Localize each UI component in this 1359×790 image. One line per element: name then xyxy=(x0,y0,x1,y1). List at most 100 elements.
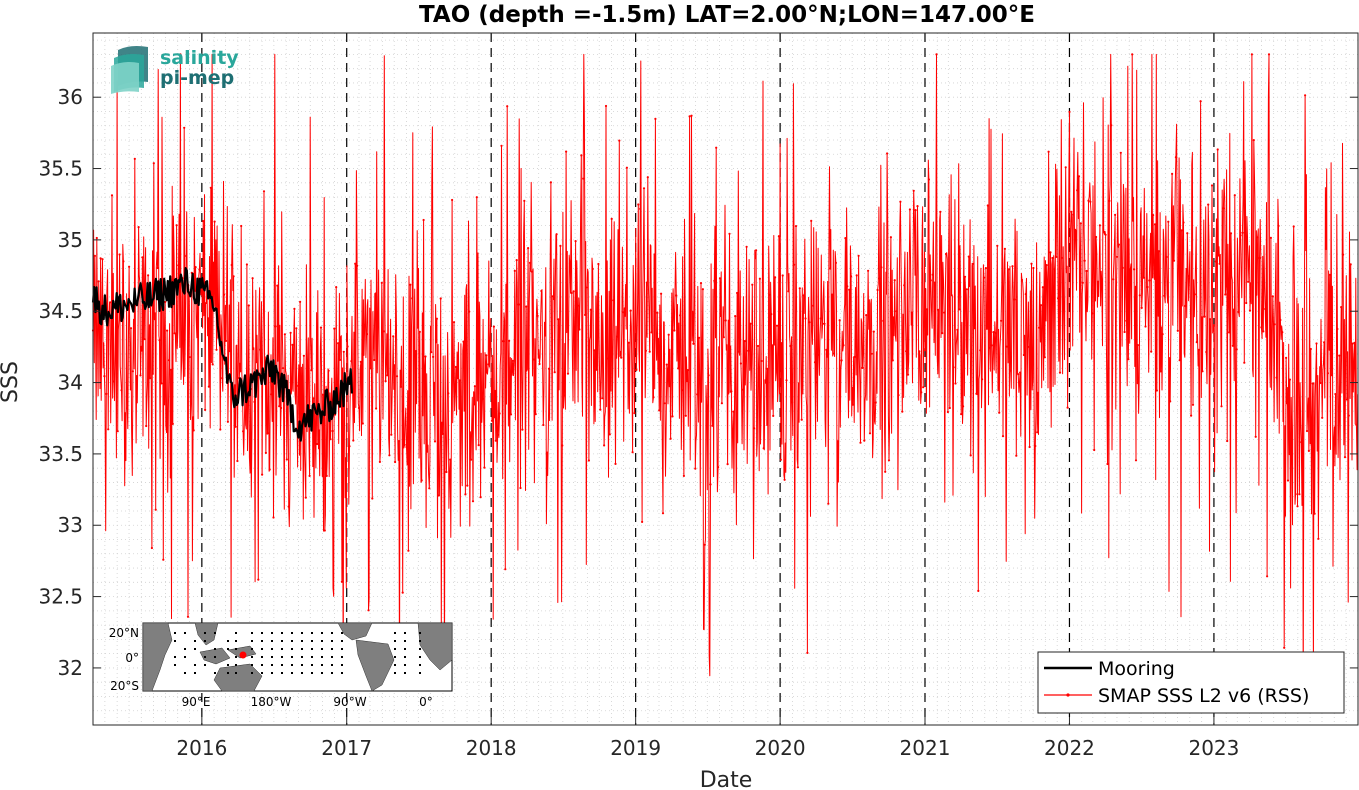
smap-data-point xyxy=(1319,381,1322,385)
smap-data-point xyxy=(1288,378,1291,381)
smap-data-point xyxy=(1001,435,1005,438)
smap-data-point xyxy=(1098,224,1101,227)
smap-data-point xyxy=(456,377,459,380)
smap-data-point xyxy=(350,360,353,363)
smap-data-point xyxy=(1053,268,1056,271)
smap-data-point xyxy=(1264,307,1267,311)
smap-data-point xyxy=(1085,269,1088,273)
smap-data-point xyxy=(578,328,581,331)
smap-data-point xyxy=(724,319,727,322)
y-axis-label: SSS xyxy=(0,361,23,403)
inset-lon-label-180w: 180°W xyxy=(251,695,292,709)
inset-map-land xyxy=(142,622,453,692)
smap-data-point xyxy=(1209,318,1212,321)
smap-data-point xyxy=(207,385,210,388)
smap-data-point xyxy=(551,295,554,298)
smap-data-point xyxy=(760,359,763,363)
smap-data-point xyxy=(1062,300,1065,304)
inset-mooring-dot xyxy=(419,632,421,634)
smap-data-point xyxy=(1258,256,1261,260)
smap-data-point xyxy=(1112,278,1115,281)
smap-data-point xyxy=(863,439,866,442)
smap-data-point xyxy=(910,311,913,314)
smap-data-point xyxy=(644,349,648,352)
smap-data-point xyxy=(177,264,180,267)
smap-data-point xyxy=(120,389,123,392)
smap-data-point xyxy=(519,486,522,490)
smap-data-point xyxy=(1311,382,1314,385)
smap-data-point xyxy=(1129,268,1132,271)
inset-mooring-dot xyxy=(341,632,343,634)
axis-ticks: 32 32.5 33 33.5 34 34.5 35 35.5 36 2016 2017 2018 20… xyxy=(38,85,1358,760)
smap-data-point xyxy=(568,262,572,265)
smap-data-point xyxy=(198,268,201,271)
smap-data-point xyxy=(257,578,260,581)
smap-data-point xyxy=(684,414,687,417)
smap-data-point xyxy=(905,350,908,353)
smap-data-point xyxy=(851,403,855,406)
smap-data-point xyxy=(988,346,991,349)
inset-mooring-dot xyxy=(404,632,406,634)
x-tick-label: 2022 xyxy=(1044,736,1095,760)
inset-mooring-dot xyxy=(331,648,333,650)
smap-data-point xyxy=(755,249,758,252)
smap-data-point xyxy=(1142,276,1145,279)
smap-data-point xyxy=(1017,373,1020,376)
inset-mooring-dot xyxy=(235,672,237,674)
smap-data-point xyxy=(948,406,951,410)
smap-data-point xyxy=(1081,281,1084,284)
smap-data-point xyxy=(965,288,969,291)
inset-mooring-dot xyxy=(227,648,229,650)
smap-data-point xyxy=(253,400,256,403)
smap-data-point xyxy=(414,350,418,353)
smap-data-point xyxy=(699,282,703,285)
smap-data-point xyxy=(276,284,279,287)
smap-data-point xyxy=(1267,53,1271,56)
smap-data-point xyxy=(509,413,513,416)
smap-data-point xyxy=(1131,53,1134,56)
smap-data-point xyxy=(401,591,404,594)
smap-data-point xyxy=(777,235,781,238)
inset-mooring-dot xyxy=(404,640,406,642)
inset-mooring-dot xyxy=(331,632,333,634)
inset-mooring-dot xyxy=(301,672,303,674)
smap-data-point xyxy=(958,308,961,311)
series-mooring-line xyxy=(91,267,353,442)
smap-data-point xyxy=(365,333,368,336)
y-tick-label: 33 xyxy=(58,513,83,537)
smap-data-point xyxy=(726,463,729,466)
smap-data-point xyxy=(1201,370,1204,373)
smap-data-point xyxy=(451,198,454,202)
smap-data-point xyxy=(941,332,944,335)
smap-data-point xyxy=(882,319,885,322)
smap-data-point xyxy=(623,314,627,317)
smap-data-point xyxy=(471,500,475,503)
smap-data-point xyxy=(747,349,750,352)
inset-mooring-dot xyxy=(341,640,343,642)
smap-data-point xyxy=(1326,372,1329,375)
smap-data-point xyxy=(413,328,416,332)
smap-data-point xyxy=(530,270,534,273)
smap-data-point xyxy=(944,252,948,256)
inset-mooring-dot xyxy=(281,632,283,634)
smap-data-point xyxy=(612,299,615,302)
smap-data-point xyxy=(604,104,608,108)
inset-mooring-dot xyxy=(419,664,421,666)
y-tick-label: 35 xyxy=(58,228,83,252)
inset-mooring-dot xyxy=(331,656,333,658)
smap-data-point xyxy=(432,355,435,358)
smap-data-point xyxy=(1226,439,1229,443)
smap-data-point xyxy=(770,313,773,316)
inset-mooring-dot xyxy=(394,656,396,658)
smap-data-point xyxy=(728,232,731,235)
smap-data-point xyxy=(255,361,258,364)
smap-data-point xyxy=(327,369,330,372)
inset-mooring-dot xyxy=(271,632,273,634)
smap-data-point xyxy=(614,462,617,465)
smap-data-point xyxy=(487,363,490,366)
smap-data-point xyxy=(682,474,686,477)
smap-data-point xyxy=(553,371,556,374)
smap-data-point xyxy=(1324,247,1328,250)
smap-data-point xyxy=(321,393,324,396)
smap-data-point xyxy=(1330,374,1333,377)
